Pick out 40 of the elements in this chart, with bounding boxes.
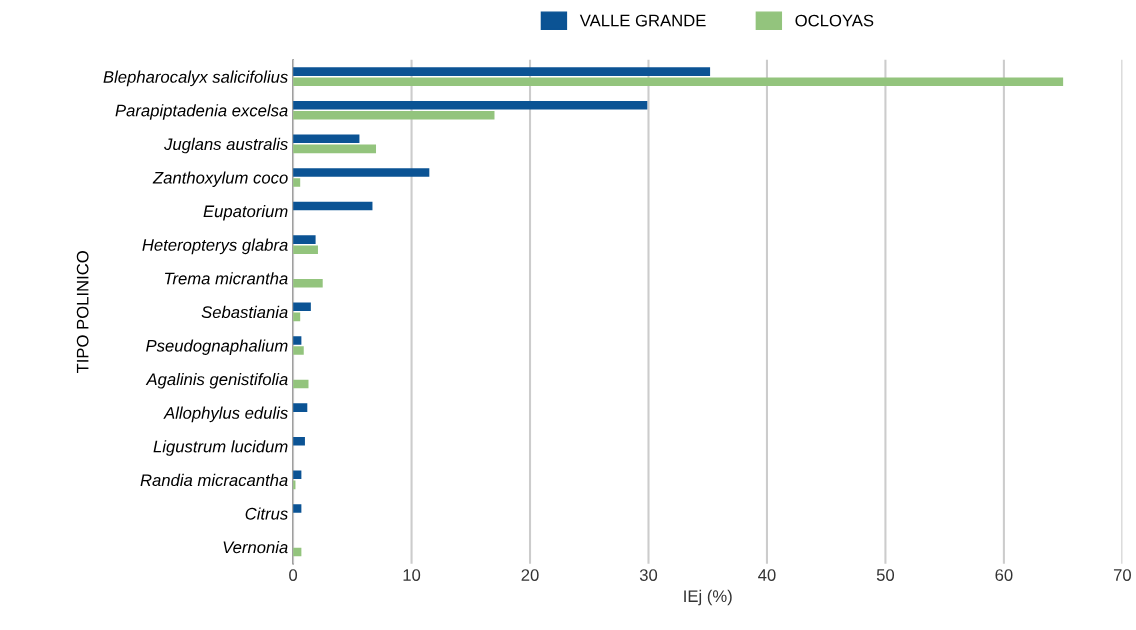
bar [293, 67, 711, 76]
bar [293, 144, 377, 154]
x-tick-label: 60 [995, 569, 1013, 581]
y-tick-label: Heteropterys glabra [142, 238, 288, 255]
y-tick-label: Eupatorium [203, 205, 288, 221]
bar [293, 235, 316, 244]
bar [293, 346, 304, 355]
y-tick-label: Citrus [245, 507, 288, 520]
y-tick-label: Ligustrum lucidum [153, 440, 288, 456]
x-tick-label: 50 [876, 569, 895, 581]
y-tick-label: Zanthoxylum coco [152, 171, 288, 187]
y-tick-label: Blepharocalyx salicifolius [103, 70, 288, 87]
y-tick-label: Sebastiania [201, 305, 288, 319]
legend-label: VALLE GRANDE [579, 14, 706, 27]
bar [293, 168, 430, 177]
bar [293, 111, 495, 120]
y-tick-label: Pseudognaphalium [146, 339, 288, 355]
x-axis-title: IEj (%) [684, 589, 732, 606]
y-tick-label: Randia micracantha [140, 473, 288, 487]
bar [293, 245, 318, 254]
x-tick-label: 10 [403, 569, 421, 581]
bar [293, 279, 323, 288]
y-tick-label: Juglans australis [164, 137, 288, 154]
bar [293, 134, 360, 144]
legend-label: OCLOYAS [795, 14, 874, 27]
x-tick-label: 0 [289, 569, 298, 581]
y-tick-label: Allophylus edulis [163, 406, 288, 423]
bar [293, 403, 308, 412]
y-axis-title: TIPO POLINICO [76, 251, 89, 374]
x-tick-label: 70 [1113, 569, 1131, 581]
bar [293, 201, 373, 211]
y-tick-label: Trema micrantha [165, 272, 288, 285]
y-tick-label: Vernonia [223, 541, 288, 554]
bar [293, 77, 1064, 86]
y-tick-label: Agalinis genistifolia [145, 373, 288, 389]
x-tick-label: 40 [758, 569, 776, 581]
x-tick-label: 30 [639, 569, 658, 581]
x-tick-label: 20 [521, 569, 539, 581]
bar [293, 100, 648, 110]
y-tick-label: Parapiptadenia excelsa [115, 104, 288, 120]
